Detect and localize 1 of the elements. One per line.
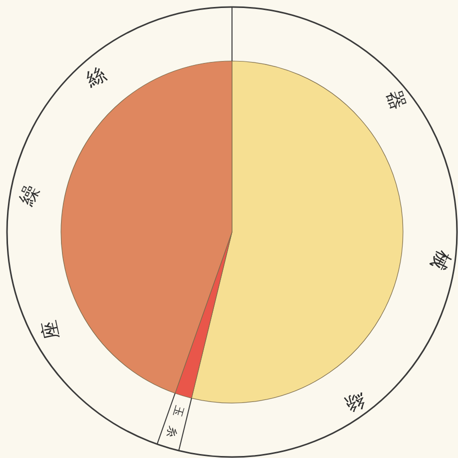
slice-label: 玉糸 [162,404,186,450]
